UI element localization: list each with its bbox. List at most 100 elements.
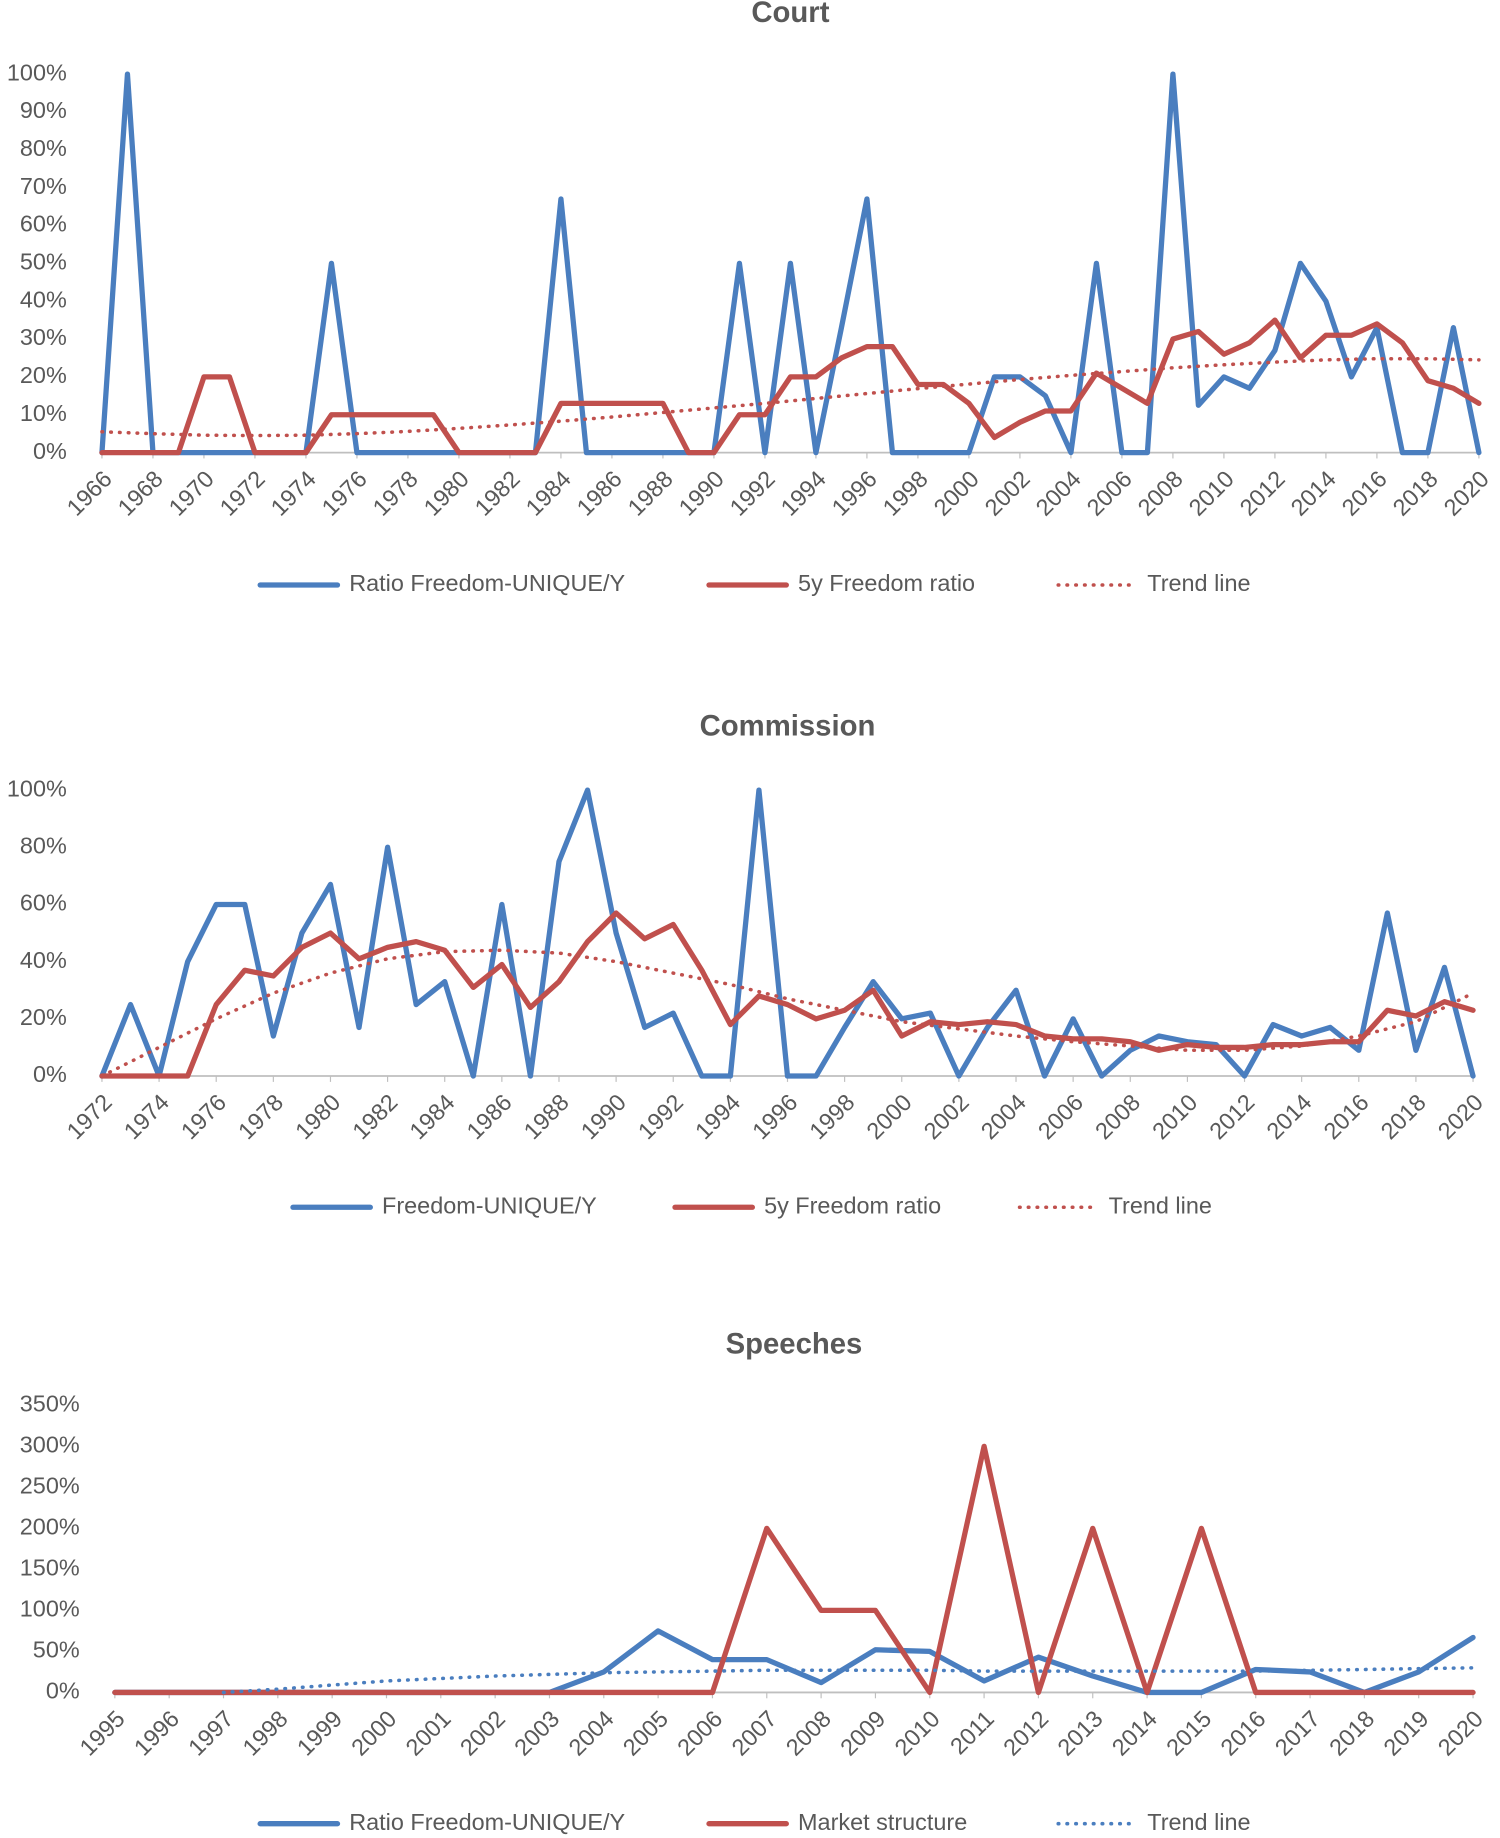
y-tick-label: 0% — [46, 1678, 80, 1704]
series-line — [112, 1443, 1476, 1696]
x-tick-label: 2020 — [1433, 1705, 1488, 1760]
x-tick-label: 1978 — [368, 466, 423, 521]
y-tick-label: 90% — [20, 97, 67, 123]
x-tick-label: 1978 — [233, 1089, 288, 1144]
x-tick-label: 2020 — [1439, 466, 1494, 521]
x-tick-label: 2014 — [1261, 1089, 1316, 1144]
legend-label: Market structure — [798, 1809, 967, 1835]
x-tick-label: 2010 — [889, 1705, 944, 1760]
legend-label: Trend line — [1147, 1809, 1250, 1835]
x-tick-label: 1998 — [804, 1089, 859, 1144]
x-tick-label: 1997 — [183, 1705, 238, 1760]
y-tick-label: 20% — [20, 362, 67, 388]
x-tick-label: 1998 — [878, 466, 933, 521]
y-tick-label: 20% — [20, 1004, 67, 1030]
x-tick-label: 1996 — [129, 1705, 184, 1760]
x-tick-label: 1994 — [690, 1089, 745, 1144]
x-tick-label: 2014 — [1107, 1705, 1162, 1760]
x-tick-label: 2012 — [1204, 1089, 1259, 1144]
x-tick-label: 1998 — [238, 1705, 293, 1760]
y-tick-label: 100% — [7, 59, 67, 85]
y-tick-label: 30% — [20, 324, 67, 350]
chart-title: Speeches — [726, 1327, 863, 1360]
y-tick-label: 150% — [20, 1555, 80, 1581]
x-tick-label: 2020 — [1433, 1089, 1488, 1144]
series-line — [99, 787, 1476, 1079]
y-tick-label: 10% — [20, 400, 67, 426]
x-tick-label: 2016 — [1337, 466, 1392, 521]
x-tick-label: 1990 — [674, 466, 729, 521]
legend-label: Ratio Freedom-UNIQUE/Y — [349, 1809, 625, 1835]
x-tick-label: 2016 — [1318, 1089, 1373, 1144]
series-line — [221, 1666, 1475, 1695]
x-tick-label: 1984 — [521, 466, 576, 521]
x-tick-label: 2013 — [1052, 1705, 1107, 1760]
x-tick-label: 2015 — [1161, 1705, 1216, 1760]
x-tick-label: 2002 — [980, 466, 1035, 521]
y-tick-label: 60% — [20, 890, 67, 916]
legend-label: 5y Freedom ratio — [764, 1192, 941, 1218]
x-tick-label: 2018 — [1388, 466, 1443, 521]
x-tick-label: 2004 — [564, 1705, 619, 1760]
x-tick-label: 2018 — [1324, 1705, 1379, 1760]
x-tick-label: 2002 — [919, 1089, 974, 1144]
x-tick-label: 2019 — [1378, 1705, 1433, 1760]
x-tick-label: 1970 — [164, 466, 219, 521]
x-tick-label: 2006 — [1033, 1089, 1088, 1144]
x-tick-label: 2011 — [945, 1705, 999, 1759]
x-tick-label: 2012 — [998, 1705, 1053, 1760]
y-tick-label: 40% — [20, 947, 67, 973]
y-tick-label: 40% — [20, 286, 67, 312]
x-tick-label: 1976 — [317, 466, 372, 521]
x-tick-label: 2001 — [401, 1705, 456, 1760]
x-tick-label: 2012 — [1235, 466, 1290, 521]
x-tick-label: 2007 — [726, 1705, 781, 1760]
x-tick-label: 2002 — [455, 1705, 510, 1760]
y-tick-label: 0% — [33, 1061, 67, 1087]
x-tick-label: 1992 — [725, 466, 780, 521]
x-tick-label: 1982 — [347, 1089, 402, 1144]
x-tick-label: 2004 — [976, 1089, 1031, 1144]
x-tick-label: 2000 — [861, 1089, 916, 1144]
x-tick-label: 2009 — [835, 1705, 890, 1760]
x-tick-label: 1972 — [62, 1089, 117, 1144]
y-tick-label: 70% — [20, 173, 67, 199]
x-tick-label: 1974 — [119, 1089, 174, 1144]
x-tick-label: 2010 — [1147, 1089, 1202, 1144]
x-tick-label: 1988 — [623, 466, 678, 521]
series-line — [99, 910, 1476, 1079]
x-tick-label: 1982 — [470, 466, 525, 521]
legend-label: Freedom-UNIQUE/Y — [382, 1192, 597, 1218]
x-tick-label: 1966 — [62, 466, 117, 521]
series-line — [112, 1628, 1476, 1696]
x-tick-label: 2000 — [346, 1705, 401, 1760]
x-tick-label: 1999 — [292, 1705, 347, 1760]
y-tick-label: 100% — [7, 775, 67, 801]
x-tick-label: 1986 — [462, 1089, 517, 1144]
x-tick-label: 2016 — [1215, 1705, 1270, 1760]
legend-label: Trend line — [1109, 1192, 1212, 1218]
y-tick-label: 350% — [20, 1391, 80, 1417]
x-tick-label: 1990 — [576, 1089, 631, 1144]
chart-title: Commission — [700, 710, 876, 743]
x-tick-label: 2008 — [1090, 1089, 1145, 1144]
legend-label: Trend line — [1147, 570, 1250, 596]
x-tick-label: 2017 — [1270, 1705, 1325, 1760]
x-tick-label: 1984 — [404, 1089, 459, 1144]
x-tick-label: 2014 — [1286, 466, 1341, 521]
chart-title: Court — [751, 0, 829, 29]
y-tick-label: 80% — [20, 832, 67, 858]
x-tick-label: 2000 — [929, 466, 984, 521]
x-tick-label: 2006 — [672, 1705, 727, 1760]
x-tick-label: 1972 — [215, 466, 270, 521]
x-tick-label: 2004 — [1031, 466, 1086, 521]
y-tick-label: 100% — [20, 1596, 80, 1622]
series-line — [100, 356, 1481, 438]
x-tick-label: 2006 — [1082, 466, 1137, 521]
x-tick-label: 1980 — [290, 1089, 345, 1144]
y-tick-label: 60% — [20, 211, 67, 237]
x-tick-label: 2008 — [781, 1705, 836, 1760]
x-tick-label: 1988 — [519, 1089, 574, 1144]
